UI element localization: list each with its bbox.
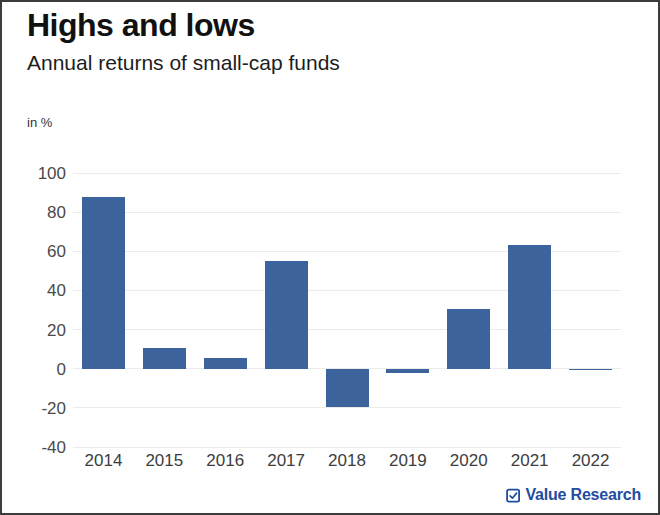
chart-card: Highs and lows Annual returns of small-c… [0,0,660,515]
bar-2015 [143,348,186,369]
bar-2020 [447,309,490,369]
gridline-y-80 [73,212,621,213]
x-axis-tick-label: 2020 [438,452,499,469]
bar-2016 [204,358,247,369]
brand-name: Value Research [526,486,642,504]
bar-2022 [569,369,612,371]
x-axis-tick-label: 2015 [134,452,195,469]
bar-chart-plot-area: 100806040200-20-402014201520162017201820… [2,2,658,513]
y-axis-tick-label: 80 [2,204,66,221]
y-axis-tick-label: 0 [2,361,66,378]
bar-2014 [82,197,125,368]
x-axis-tick-label: 2014 [73,452,134,469]
y-axis-tick-label: 40 [2,282,66,299]
y-axis-tick-label: 60 [2,243,66,260]
y-axis-tick-label: 20 [2,322,66,339]
x-axis-tick-label: 2018 [317,452,378,469]
value-research-logo[interactable]: Value Research [506,486,642,504]
x-axis-tick-label: 2021 [499,452,560,469]
y-axis-tick-label: -40 [2,439,66,456]
gridline-y-100 [73,173,621,174]
gridline-y--40 [73,447,621,448]
x-axis-tick-label: 2016 [195,452,256,469]
y-axis-tick-label: 100 [2,165,66,182]
x-axis-tick-label: 2022 [560,452,621,469]
bar-2021 [508,245,551,368]
y-axis-tick-label: -20 [2,400,66,417]
x-axis-tick-label: 2019 [377,452,438,469]
checkbox-check-icon [506,488,521,503]
bar-2017 [265,261,308,369]
gridline-y--20 [73,407,621,408]
bar-2018 [326,369,369,407]
x-axis-tick-label: 2017 [256,452,317,469]
bar-2019 [386,369,429,373]
